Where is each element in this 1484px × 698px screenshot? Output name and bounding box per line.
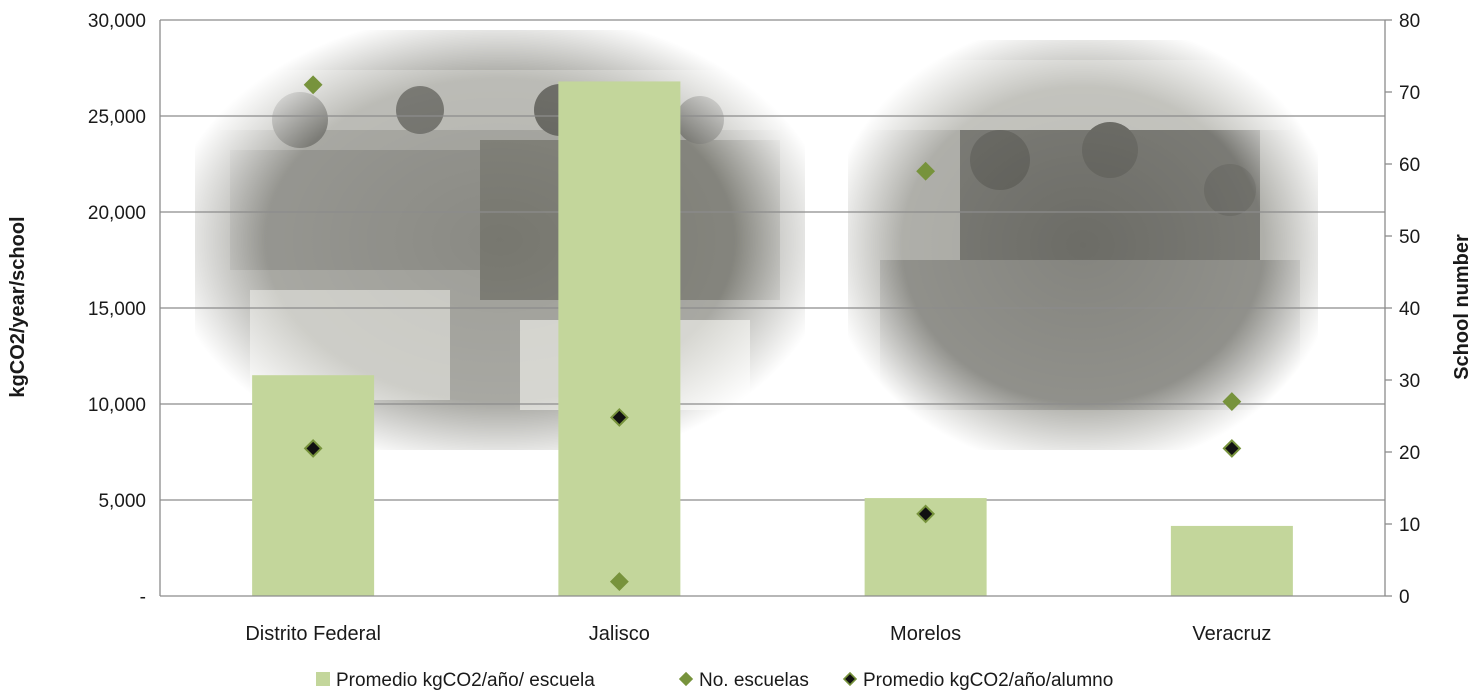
marker-point: [609, 408, 629, 427]
legend-swatch: [678, 671, 694, 687]
background-photo-gardening: [848, 40, 1318, 450]
legend-label: No. escuelas: [699, 670, 809, 691]
left-tick-label: 20,000: [88, 203, 146, 224]
left-axis-title: kgCO2/year/school: [7, 216, 29, 397]
category-label: Distrito Federal: [245, 623, 381, 645]
legend-label: Promedio kgCO2/año/ escuela: [336, 670, 595, 691]
left-tick-label: 25,000: [88, 107, 146, 128]
left-tick-label: 5,000: [98, 491, 146, 512]
right-tick-label: 50: [1399, 227, 1420, 248]
right-tick-label: 40: [1399, 299, 1420, 320]
bar: [1170, 525, 1293, 596]
right-tick-label: 0: [1399, 587, 1410, 608]
bar-series: [252, 81, 1293, 596]
left-axis-ticks: - 5,000 10,000 15,000 20,000 25,000 30,000: [88, 11, 146, 608]
marker-series: [303, 75, 1242, 592]
right-tick-label: 60: [1399, 155, 1420, 176]
left-tick-label: 10,000: [88, 395, 146, 416]
marker-point: [303, 75, 323, 95]
right-tick-label: 20: [1399, 443, 1420, 464]
category-labels: Distrito Federal Jalisco Morelos Veracruz: [245, 623, 1271, 645]
left-tick-label: 15,000: [88, 299, 146, 320]
legend-swatch: [316, 672, 330, 686]
right-tick-label: 10: [1399, 515, 1420, 536]
legend: Promedio kgCO2/año/ escuela No. escuelas P…: [316, 670, 1113, 691]
bar: [252, 375, 375, 596]
marker-point: [303, 438, 323, 458]
marker-point: [609, 572, 629, 592]
legend-swatch: [842, 671, 858, 687]
left-tick-label: -: [140, 587, 146, 608]
left-tick-label: 30,000: [88, 11, 146, 32]
category-label: Morelos: [890, 623, 961, 645]
marker-point: [1222, 392, 1242, 412]
bar: [558, 81, 681, 596]
marker-point: [1222, 438, 1242, 458]
legend-label: Promedio kgCO2/año/alumno: [863, 670, 1113, 691]
right-axis-title: School number: [1451, 234, 1473, 380]
category-label: Jalisco: [589, 623, 650, 645]
right-tick-label: 80: [1399, 11, 1420, 32]
right-axis-ticks: 0 10 20 30 40 50 60 70 80: [1385, 11, 1420, 608]
right-tick-label: 70: [1399, 83, 1420, 104]
category-label: Veracruz: [1192, 623, 1271, 645]
marker-point: [916, 161, 936, 181]
right-tick-label: 30: [1399, 371, 1420, 392]
marker-point: [916, 504, 936, 524]
